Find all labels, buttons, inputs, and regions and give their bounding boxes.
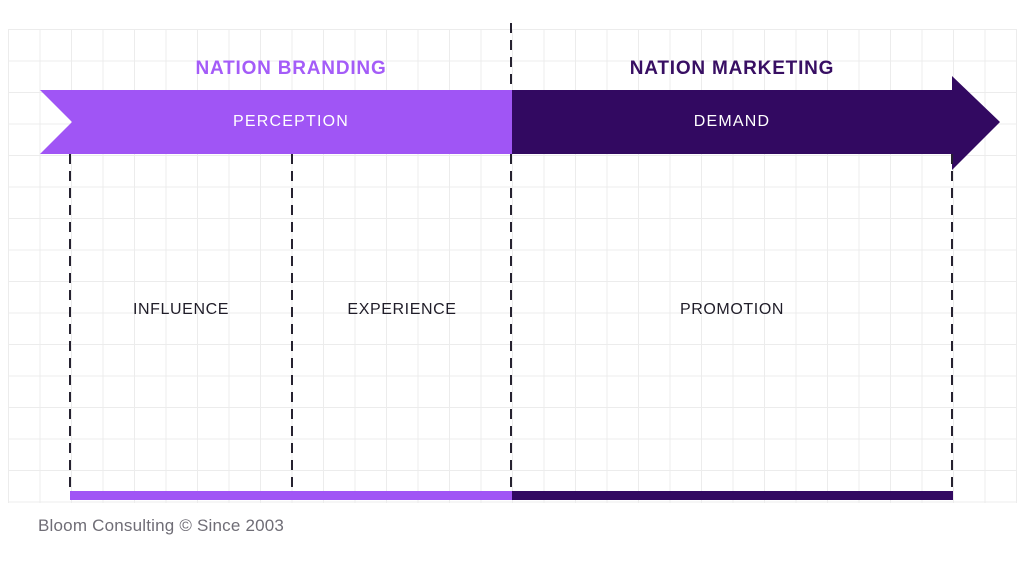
section-label-influence: INFLUENCE (132, 301, 230, 318)
influence-experience-dashed-line (291, 154, 293, 492)
demand-arrow-segment (512, 76, 1000, 170)
section-label-promotion: PROMOTION (679, 301, 785, 318)
center-divider-dashed-line-top (510, 23, 512, 90)
branding-bottom-bar (70, 491, 512, 500)
promotion-right-dashed-line (951, 154, 953, 492)
title-nation-marketing: NATION MARKETING (629, 58, 835, 79)
process-arrow (40, 76, 1000, 170)
title-nation-branding: NATION BRANDING (195, 58, 387, 79)
footer-credit: Bloom Consulting © Since 2003 (38, 516, 285, 535)
section-label-experience: EXPERIENCE (347, 301, 457, 318)
marketing-bottom-bar (512, 491, 953, 500)
arrow-label-perception: PERCEPTION (232, 113, 349, 130)
center-divider-dashed-line-bottom (510, 154, 512, 492)
arrow-label-demand: DEMAND (693, 113, 771, 130)
influence-left-dashed-line (69, 154, 71, 492)
perception-arrow-segment (40, 90, 512, 154)
